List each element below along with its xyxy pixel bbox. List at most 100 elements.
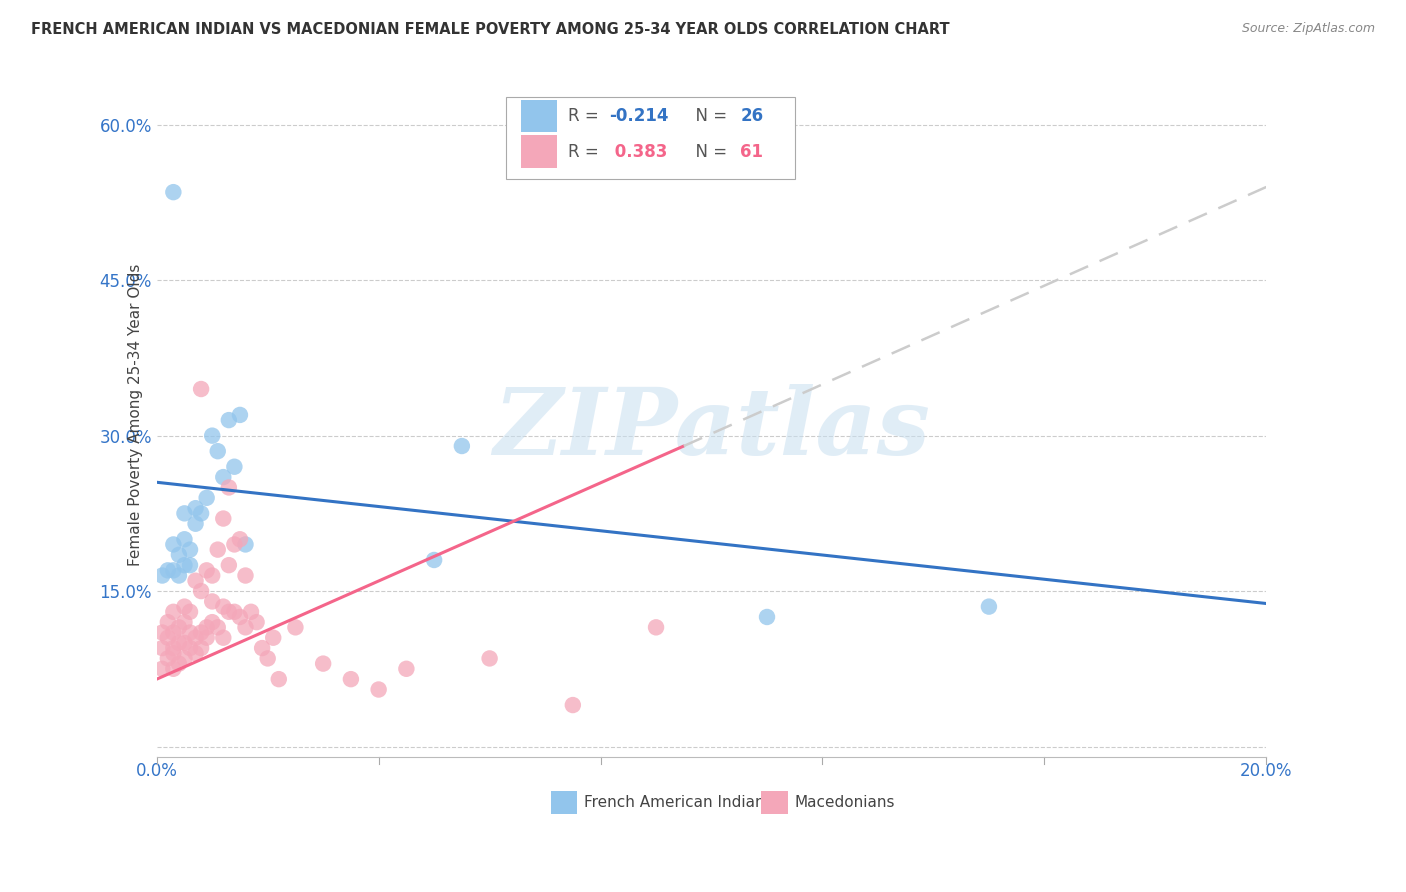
Bar — [551, 791, 578, 814]
Point — [190, 625, 212, 640]
Text: R =: R = — [568, 143, 605, 161]
Point — [284, 620, 307, 634]
Point — [212, 599, 235, 614]
Point — [195, 631, 218, 645]
Point — [173, 615, 195, 629]
Point — [195, 563, 218, 577]
Point — [162, 185, 184, 199]
Point — [207, 620, 229, 634]
Point — [167, 568, 190, 582]
Text: -0.214: -0.214 — [609, 107, 669, 125]
Point — [224, 459, 246, 474]
Point — [162, 537, 184, 551]
Point — [478, 651, 501, 665]
Point — [156, 651, 179, 665]
Point — [201, 615, 224, 629]
Text: 61: 61 — [741, 143, 763, 161]
Text: FRENCH AMERICAN INDIAN VS MACEDONIAN FEMALE POVERTY AMONG 25-34 YEAR OLDS CORREL: FRENCH AMERICAN INDIAN VS MACEDONIAN FEM… — [31, 22, 949, 37]
Point — [150, 641, 173, 656]
Point — [201, 428, 224, 442]
Point — [173, 651, 195, 665]
Point — [162, 646, 184, 660]
Point — [450, 439, 472, 453]
Point — [201, 594, 224, 608]
Point — [218, 605, 240, 619]
Text: ZIPatlas: ZIPatlas — [494, 384, 929, 474]
Point — [173, 599, 195, 614]
Text: Source: ZipAtlas.com: Source: ZipAtlas.com — [1241, 22, 1375, 36]
Point — [184, 501, 207, 516]
Bar — [762, 791, 789, 814]
Point — [156, 563, 179, 577]
Point — [190, 584, 212, 599]
Point — [312, 657, 335, 671]
Point — [207, 444, 229, 458]
Point — [167, 636, 190, 650]
Point — [190, 641, 212, 656]
Point — [167, 620, 190, 634]
Point — [184, 574, 207, 588]
Point — [367, 682, 389, 697]
Point — [240, 605, 263, 619]
Point — [212, 511, 235, 525]
Point — [179, 641, 201, 656]
Point — [218, 558, 240, 573]
Point — [162, 625, 184, 640]
Point — [395, 662, 418, 676]
Point — [423, 553, 446, 567]
Point — [184, 631, 207, 645]
Point — [150, 568, 173, 582]
Point — [195, 620, 218, 634]
Point — [218, 413, 240, 427]
Point — [173, 558, 195, 573]
Text: 0.383: 0.383 — [609, 143, 668, 161]
Point — [561, 698, 583, 712]
Point — [756, 610, 779, 624]
Point — [235, 620, 257, 634]
Bar — [520, 136, 557, 168]
Point — [173, 636, 195, 650]
Point — [167, 548, 190, 562]
Point — [207, 542, 229, 557]
Point — [256, 651, 278, 665]
Text: N =: N = — [685, 107, 733, 125]
Point — [162, 662, 184, 676]
Point — [201, 568, 224, 582]
Text: R =: R = — [568, 107, 605, 125]
Text: French American Indians: French American Indians — [583, 795, 772, 810]
Point — [167, 657, 190, 671]
Point — [645, 620, 668, 634]
Point — [162, 641, 184, 656]
Point — [235, 568, 257, 582]
Point — [224, 537, 246, 551]
Point — [267, 672, 290, 686]
Bar — [506, 97, 794, 179]
Point — [262, 631, 284, 645]
Point — [250, 641, 273, 656]
Point — [150, 662, 173, 676]
Point — [229, 610, 252, 624]
Point — [195, 491, 218, 505]
Point — [229, 533, 252, 547]
Point — [179, 605, 201, 619]
Bar — [520, 100, 557, 133]
Text: Macedonians: Macedonians — [794, 795, 896, 810]
Point — [245, 615, 267, 629]
Point — [218, 480, 240, 494]
Point — [156, 631, 179, 645]
Point — [212, 631, 235, 645]
Text: N =: N = — [685, 143, 733, 161]
Point — [977, 599, 1000, 614]
Point — [229, 408, 252, 422]
Point — [179, 542, 201, 557]
Point — [156, 615, 179, 629]
Point — [224, 605, 246, 619]
Point — [162, 605, 184, 619]
Point — [173, 533, 195, 547]
Point — [340, 672, 363, 686]
Point — [162, 563, 184, 577]
Point — [150, 625, 173, 640]
Point — [235, 537, 257, 551]
Point — [190, 382, 212, 396]
Point — [179, 558, 201, 573]
